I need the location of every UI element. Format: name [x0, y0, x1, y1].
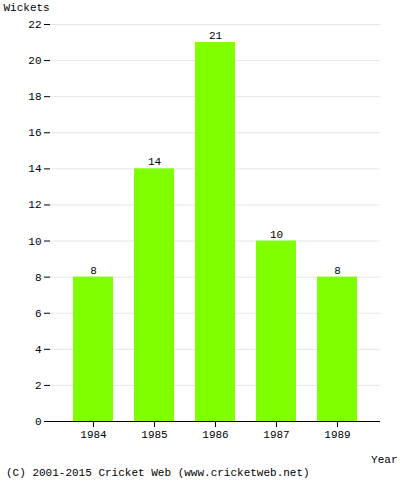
svg-text:Wickets: Wickets: [4, 2, 50, 14]
svg-text:6: 6: [35, 308, 42, 320]
svg-text:10: 10: [270, 229, 283, 241]
html-text:(C) 2001-2015 Cricket Web (www: (C) 2001-2015 Cricket Web (www.cricketwe…: [6, 467, 310, 479]
svg-text:21: 21: [209, 30, 223, 42]
svg-text:16: 16: [28, 127, 41, 139]
svg-text:8: 8: [90, 265, 97, 277]
svg-text:1985: 1985: [141, 429, 167, 441]
svg-text:14: 14: [28, 163, 42, 175]
svg-text:Year: Year: [371, 454, 397, 466]
svg-text:1984: 1984: [80, 429, 107, 441]
svg-text:12: 12: [28, 199, 41, 211]
svg-text:0: 0: [35, 416, 42, 428]
svg-text:4: 4: [35, 344, 42, 356]
svg-text:2: 2: [35, 380, 42, 392]
svg-text:20: 20: [28, 55, 41, 67]
svg-text:10: 10: [28, 236, 41, 248]
svg-text:1987: 1987: [263, 429, 289, 441]
svg-text:18: 18: [28, 91, 41, 103]
svg-text:22: 22: [28, 19, 41, 31]
svg-text:1986: 1986: [202, 429, 228, 441]
svg-text:8: 8: [334, 265, 341, 277]
svg-text:1989: 1989: [324, 429, 350, 441]
svg-text:14: 14: [148, 156, 162, 168]
svg-text:8: 8: [35, 272, 42, 284]
